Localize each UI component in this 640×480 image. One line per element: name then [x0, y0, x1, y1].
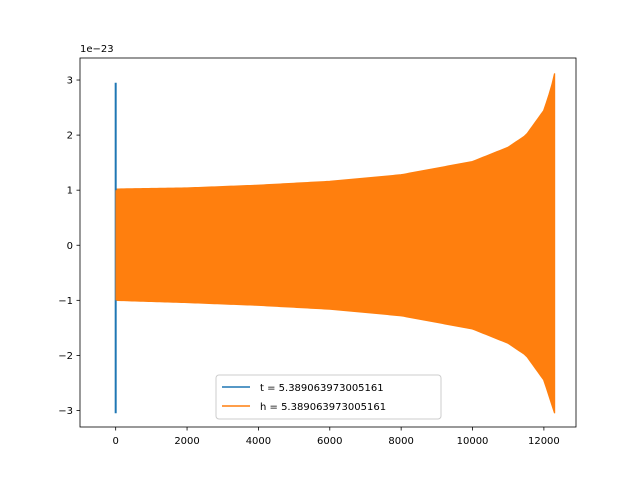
legend: t = 5.389063973005161 h = 5.3890639730051… — [215, 374, 442, 420]
x-tick-label: 10000 — [457, 436, 489, 447]
y-tick-label: 3 — [67, 76, 73, 87]
y-tick-label: 1 — [67, 186, 73, 197]
x-tick-label: 0 — [112, 436, 118, 447]
series-h-envelope — [115, 73, 556, 414]
legend-box — [215, 374, 442, 420]
x-tick-label: 8000 — [388, 436, 413, 447]
x-tick-label: 12000 — [528, 436, 560, 447]
y-offset-text: 1e−23 — [80, 44, 114, 55]
x-tick-label: 4000 — [246, 436, 271, 447]
y-tick-label: 0 — [67, 241, 73, 252]
x-tick-label: 6000 — [317, 436, 342, 447]
x-tick-label: 2000 — [174, 436, 199, 447]
legend-label: h = 5.389063973005161 — [260, 402, 386, 413]
y-axis: −3 −2 −1 0 1 2 3 — [58, 76, 80, 417]
y-tick-label: −3 — [58, 406, 73, 417]
y-tick-label: −1 — [58, 296, 73, 307]
y-tick-label: −2 — [58, 351, 73, 362]
legend-label: t = 5.389063973005161 — [260, 383, 384, 394]
y-tick-label: 2 — [67, 131, 73, 142]
axes-frame — [79, 57, 577, 428]
plot-area — [114, 73, 556, 414]
x-axis: 0 2000 4000 6000 8000 10000 12000 — [112, 427, 560, 447]
